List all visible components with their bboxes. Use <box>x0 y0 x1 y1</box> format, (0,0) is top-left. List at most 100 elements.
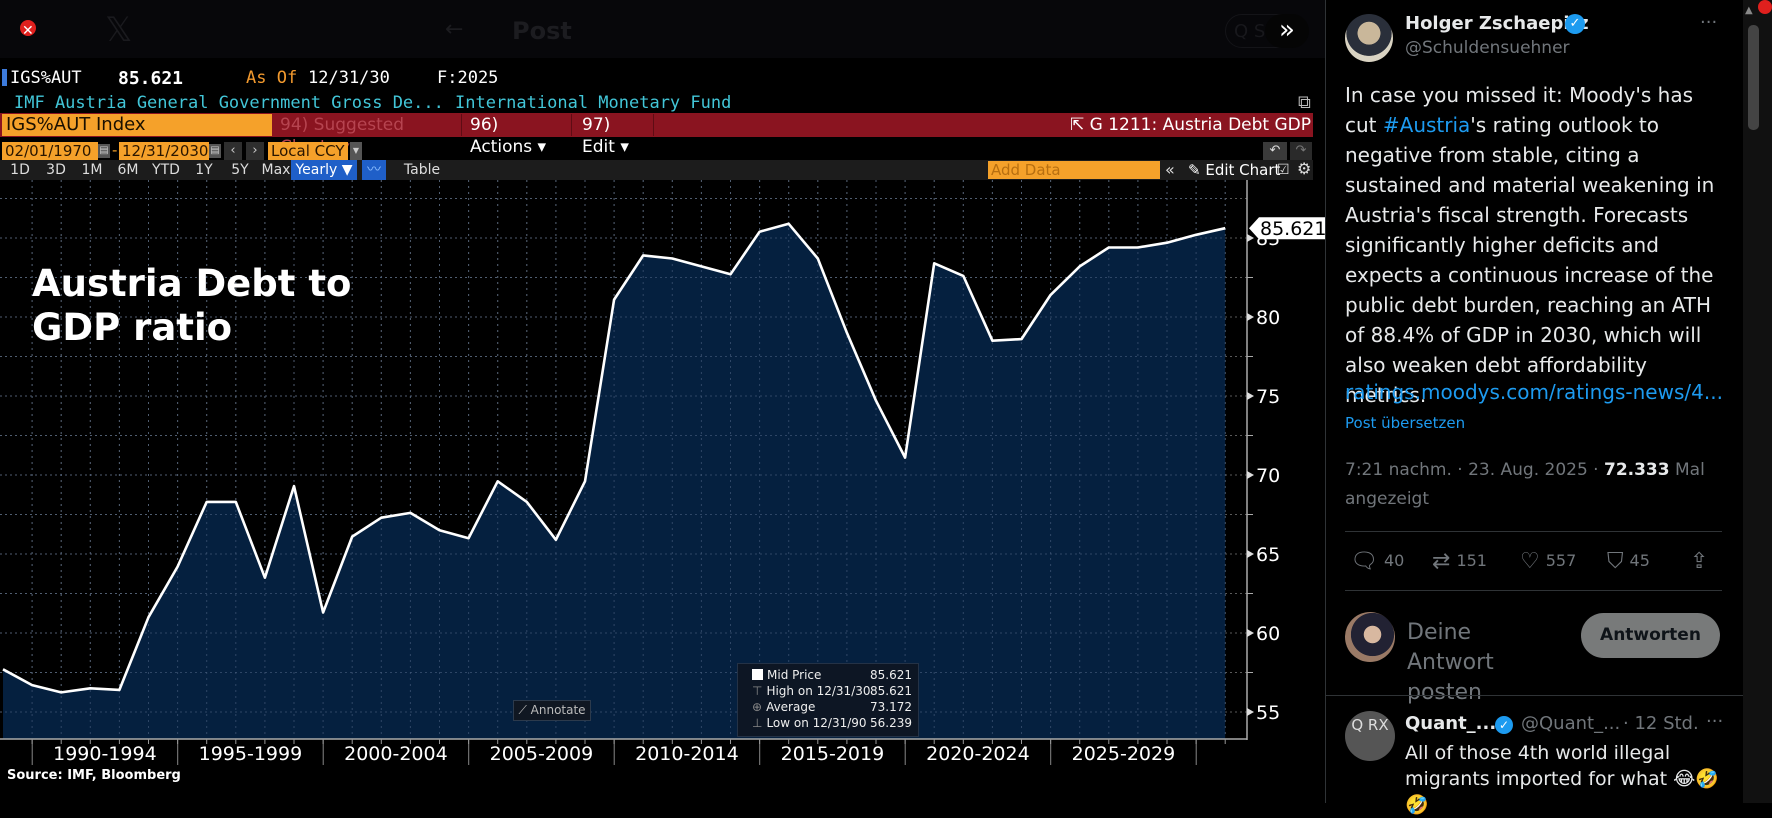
x-tick-label: 2005-2009 <box>490 743 594 765</box>
range-5y[interactable]: 5Y <box>222 160 258 180</box>
y-tick-mark <box>1247 708 1254 716</box>
user-avatar <box>1345 612 1395 662</box>
collapse-icon[interactable]: « <box>1165 160 1175 180</box>
author-name[interactable]: Holger Zschaepitz <box>1405 13 1589 34</box>
bookmark-action[interactable]: ⛉45 <box>1607 547 1650 576</box>
y-tick-label: 65 <box>1256 544 1280 566</box>
hashtag-link[interactable]: #Austria <box>1383 113 1470 137</box>
article-link[interactable]: ratings.moodys.com/ratings-news/4... <box>1345 380 1723 404</box>
scroll-up-icon[interactable]: ▲ <box>1745 5 1753 16</box>
author-handle[interactable]: @Schuldensuehner <box>1405 38 1570 58</box>
chevron-down-icon[interactable]: ▼ <box>350 142 362 160</box>
y-tick-mark <box>1247 550 1254 558</box>
next-period-button[interactable]: › <box>246 142 264 160</box>
range-3d[interactable]: 3D <box>38 160 74 180</box>
share-icon: ⇪ <box>1690 549 1708 574</box>
y-tick-label: 80 <box>1256 307 1280 329</box>
data-source-name: International Monetary Fund <box>455 93 731 113</box>
edit-chart-button[interactable]: ✎ Edit Chart <box>1188 160 1280 180</box>
table-view-button[interactable]: Table <box>392 160 452 180</box>
gear-icon[interactable]: ⚙ <box>1297 159 1311 179</box>
currency-select[interactable]: Local CCY <box>268 142 348 160</box>
start-date-input[interactable]: 02/01/1970 <box>2 142 98 160</box>
security-description: IMF Austria General Government Gross De.… <box>14 93 444 113</box>
x-tick-label: 1995-1999 <box>199 743 303 765</box>
tweet-text: In case you missed it: Moody's has cut #… <box>1345 80 1725 410</box>
edit-menu[interactable]: 97) Edit ▾ <box>574 114 654 136</box>
chart-id-label: G 1211: Austria Debt GDP <box>1090 115 1311 135</box>
divider <box>1345 590 1722 591</box>
more-options-icon[interactable]: ··· <box>1706 711 1723 732</box>
line-chart-icon[interactable]: 〰 <box>362 160 386 180</box>
ticker-marker <box>2 69 7 86</box>
view-count: 72.333 <box>1604 460 1670 480</box>
range-6m[interactable]: 6M <box>110 160 146 180</box>
tweet-metadata: 7:21 nachm. · 23. Aug. 2025 · 72.333 Mal… <box>1345 456 1715 514</box>
add-data-input[interactable]: Add Data <box>988 161 1160 179</box>
reply-author-avatar[interactable]: Q RX <box>1345 711 1395 761</box>
end-date-input[interactable]: 12/31/2030 <box>119 142 209 160</box>
reply-button[interactable]: Antworten <box>1581 613 1720 658</box>
previous-period-button[interactable]: ‹ <box>224 142 242 160</box>
author-avatar[interactable] <box>1345 14 1393 62</box>
external-link-icon: ⇱ <box>1070 115 1090 135</box>
y-axis-ticks: 55606570758085 <box>1247 228 1280 724</box>
browser-top-bar <box>0 0 1325 58</box>
range-1d[interactable]: 1D <box>2 160 38 180</box>
range-1m[interactable]: 1M <box>74 160 110 180</box>
chart-source: Source: IMF, Bloomberg <box>7 768 181 783</box>
suggested-charts-button[interactable]: 94) Suggested Charts ▾ <box>272 114 462 136</box>
range-ytd[interactable]: YTD <box>146 160 186 180</box>
scrollbar-thumb[interactable] <box>1748 25 1759 130</box>
series-swatch <box>752 669 763 680</box>
range-1y[interactable]: 1Y <box>186 160 222 180</box>
chart-id-title[interactable]: ⇱ G 1211: Austria Debt GDP <box>1070 114 1311 136</box>
page-title: Post <box>512 17 572 45</box>
last-value: 85.621 <box>118 68 183 89</box>
last-value-callout: 85.621 <box>1249 217 1325 240</box>
bookmark-icon: ⛉ <box>1607 549 1624 574</box>
reply-action[interactable]: 🗨40 <box>1350 547 1404 576</box>
verified-badge-icon: ✓ <box>1495 716 1513 734</box>
post-time: 7:21 nachm. · 23. Aug. 2025 · <box>1345 460 1604 480</box>
y-tick-label: 70 <box>1256 465 1280 487</box>
like-action[interactable]: ♡557 <box>1520 547 1576 576</box>
reply-icon: 🗨 <box>1350 549 1378 574</box>
period-select[interactable]: Yearly ▼ <box>291 160 357 180</box>
x-tick-label: 2010-2014 <box>635 743 739 765</box>
redo-icon[interactable]: ↷ <box>1290 142 1312 160</box>
more-options-icon[interactable]: ··· <box>1700 12 1717 33</box>
reply-text: All of those 4th world illegal migrants … <box>1405 740 1735 818</box>
reply-time: · 12 Std. <box>1623 713 1699 734</box>
security-input[interactable]: IGS%AUT Index <box>2 114 272 136</box>
repost-action[interactable]: ⇄151 <box>1432 547 1487 576</box>
translate-link[interactable]: Post übersetzen <box>1345 414 1465 432</box>
chart-title-text: Austria Debt to GDP ratio <box>32 262 372 350</box>
y-tick-mark <box>1247 629 1254 637</box>
back-arrow-icon[interactable]: ← <box>445 17 463 42</box>
calendar-icon[interactable]: ▤ <box>98 144 110 158</box>
annotate-button[interactable]: ⟋ Annotate <box>513 700 591 721</box>
popout-icon[interactable]: ⧉ <box>1298 92 1311 113</box>
date-separator: - <box>112 141 117 159</box>
x-tick-label: 2015-2019 <box>781 743 885 765</box>
edit-layout-icon[interactable]: ☑ <box>1277 160 1290 180</box>
reply-author-name[interactable]: Quant_... <box>1405 713 1496 734</box>
x-tick-label: 2000-2004 <box>344 743 448 765</box>
close-icon[interactable]: ✕ <box>22 24 34 38</box>
expand-panel-button[interactable]: » <box>1265 14 1309 48</box>
undo-icon[interactable]: ↶ <box>1263 142 1287 160</box>
y-tick-mark <box>1247 313 1254 321</box>
reply-author-handle[interactable]: @Quant_... <box>1521 713 1620 734</box>
divider <box>1325 695 1743 696</box>
share-action[interactable]: ⇪ <box>1690 547 1714 576</box>
as-of-date: 12/31/30 <box>308 68 390 88</box>
range-max[interactable]: Max <box>258 160 294 180</box>
x-logo-icon[interactable]: 𝕏 <box>105 10 132 50</box>
actions-menu[interactable]: 96) Actions ▾ <box>462 114 572 136</box>
calendar-icon[interactable]: ▤ <box>209 144 221 158</box>
